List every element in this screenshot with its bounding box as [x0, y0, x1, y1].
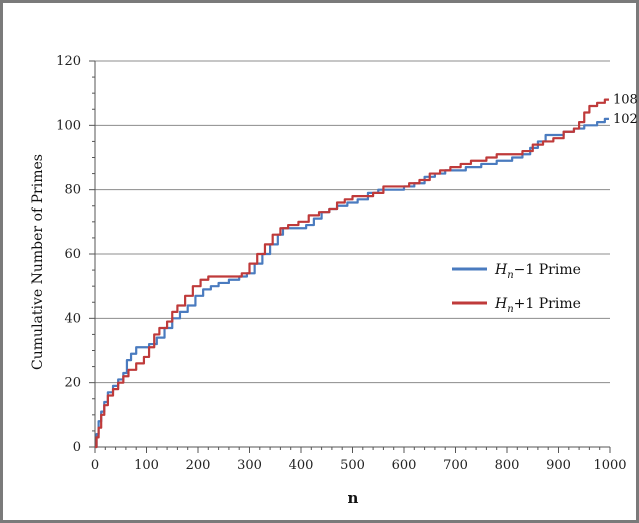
x-tick-label: 0: [91, 458, 99, 473]
x-tick-label: 100: [134, 458, 159, 473]
y-tick-label: 60: [64, 247, 81, 262]
series-line-minus: [95, 117, 609, 449]
x-tick-label: 700: [443, 458, 468, 473]
y-tick-label: 100: [56, 118, 81, 133]
x-tick-label: 1000: [593, 458, 626, 473]
y-tick-label: 0: [73, 440, 81, 455]
x-tick-label: 300: [237, 458, 262, 473]
grid-lines: [95, 60, 610, 384]
x-tick-label: 800: [495, 458, 520, 473]
legend-label: Hn+1 Prime: [494, 296, 581, 315]
series-lines: [95, 98, 609, 449]
legend-label: Hn−1 Prime: [494, 262, 581, 281]
series-line-plus: [95, 98, 609, 449]
series-end-label: 108: [613, 93, 638, 108]
x-tick-label: 900: [546, 458, 571, 473]
y-tick-label: 40: [64, 311, 81, 326]
axes: [89, 60, 611, 453]
x-tick-label: 200: [186, 458, 211, 473]
y-tick-label: 20: [64, 376, 81, 391]
y-tick-label: 80: [64, 183, 81, 198]
legend: Hn−1 Prime Hn+1 Prime: [452, 262, 581, 315]
y-axis-title: Cumulative Number of Primes: [30, 154, 46, 370]
x-tick-label: 500: [340, 458, 365, 473]
series-end-label: 102: [613, 112, 638, 127]
x-tick-label: 600: [392, 458, 417, 473]
x-tick-label: 400: [289, 458, 314, 473]
y-tick-labels: 0 20 40 60 80 100 120: [56, 54, 81, 455]
x-axis-title: n: [348, 489, 359, 507]
y-tick-label: 120: [56, 54, 81, 69]
x-tick-labels: 0 100 200 300 400 500 600 700 800 900 1000: [91, 458, 627, 473]
